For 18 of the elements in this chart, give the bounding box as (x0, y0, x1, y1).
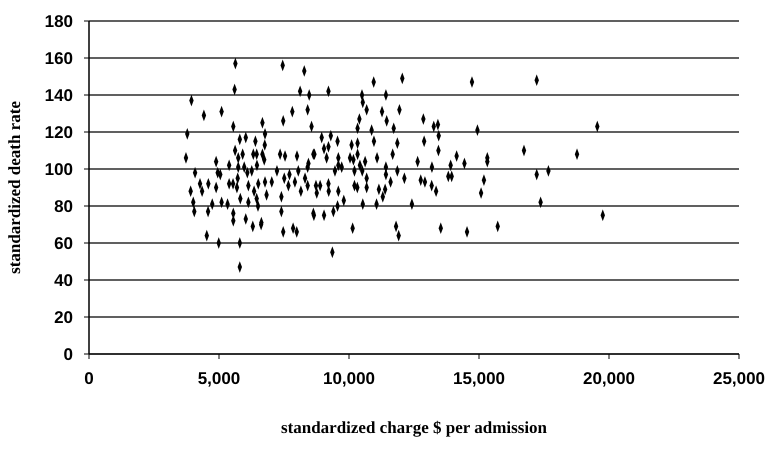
x-axis-title: standardized charge $ per admission (280, 418, 548, 437)
x-tick-label: 10,000 (323, 369, 375, 388)
x-tick-label: 15,000 (453, 369, 505, 388)
x-tick-label: 20,000 (583, 369, 635, 388)
x-tick-label: 5,000 (198, 369, 240, 388)
y-tick-label: 60 (54, 234, 73, 253)
y-tick-label: 100 (44, 160, 73, 179)
y-tick-label: 0 (64, 344, 73, 364)
y-axis-title: standardized death rate (5, 100, 24, 274)
x-tick-label: 0 (84, 369, 94, 388)
y-tick-label: 40 (54, 270, 73, 290)
y-tick-label: 180 (44, 12, 73, 31)
x-tick-label: 25,000 (713, 369, 765, 388)
y-tick-label: 140 (44, 86, 73, 105)
y-tick-label: 160 (44, 48, 73, 68)
y-tick-label: 120 (44, 122, 73, 142)
y-tick-label: 80 (54, 196, 73, 216)
y-tick-label: 20 (54, 308, 73, 327)
